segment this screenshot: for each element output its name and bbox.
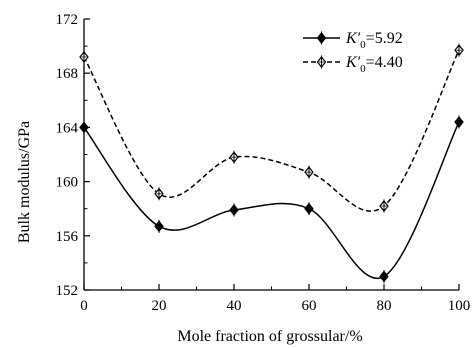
data-point-series-1 xyxy=(379,269,389,283)
legend-marker xyxy=(316,55,327,69)
x-axis-title: Mole fraction of grossular/% xyxy=(177,328,362,345)
data-point-series-1 xyxy=(79,120,89,134)
data-point-series-2 xyxy=(79,50,89,64)
y-axis-title: Bulk modulus/GPa xyxy=(16,121,33,243)
data-point-series-2 xyxy=(304,165,314,179)
tick-labels: 152 156 160 164 168 172 0 20 40 60 80 100 xyxy=(56,12,471,314)
x-tick-label: 80 xyxy=(377,298,392,314)
axes xyxy=(83,18,460,291)
legend-marker xyxy=(316,31,327,45)
legend: K′0=5.92 K′0=4.40 xyxy=(303,30,403,75)
series-curves xyxy=(83,49,460,280)
data-point-series-2 xyxy=(379,199,389,213)
data-point-series-1 xyxy=(454,115,464,129)
series-markers xyxy=(79,43,464,283)
data-point-series-2 xyxy=(454,43,464,57)
x-tick-label: 60 xyxy=(302,298,317,314)
x-tick-label: 100 xyxy=(448,298,471,314)
x-tick-label: 40 xyxy=(227,298,242,314)
x-tick-label: 0 xyxy=(80,298,88,314)
y-tick-label: 172 xyxy=(56,12,79,28)
data-point-series-2 xyxy=(229,150,239,164)
series-line-2 xyxy=(83,49,460,212)
data-point-series-2 xyxy=(154,187,164,201)
y-tick-label: 152 xyxy=(56,283,79,299)
legend-item-1: K′0=5.92 xyxy=(303,30,403,51)
data-point-series-1 xyxy=(229,203,239,217)
y-tick-label: 156 xyxy=(56,229,79,245)
series-line-1 xyxy=(83,121,460,280)
legend-label: K′0=4.40 xyxy=(345,54,403,75)
y-tick-label: 168 xyxy=(56,66,79,82)
y-tick-label: 164 xyxy=(56,120,79,136)
data-point-series-1 xyxy=(154,219,164,233)
y-tick-label: 160 xyxy=(56,175,79,191)
legend-item-2: K′0=4.40 xyxy=(303,54,403,75)
legend-label: K′0=5.92 xyxy=(345,30,403,51)
data-point-series-1 xyxy=(304,202,314,216)
x-tick-label: 20 xyxy=(152,298,167,314)
